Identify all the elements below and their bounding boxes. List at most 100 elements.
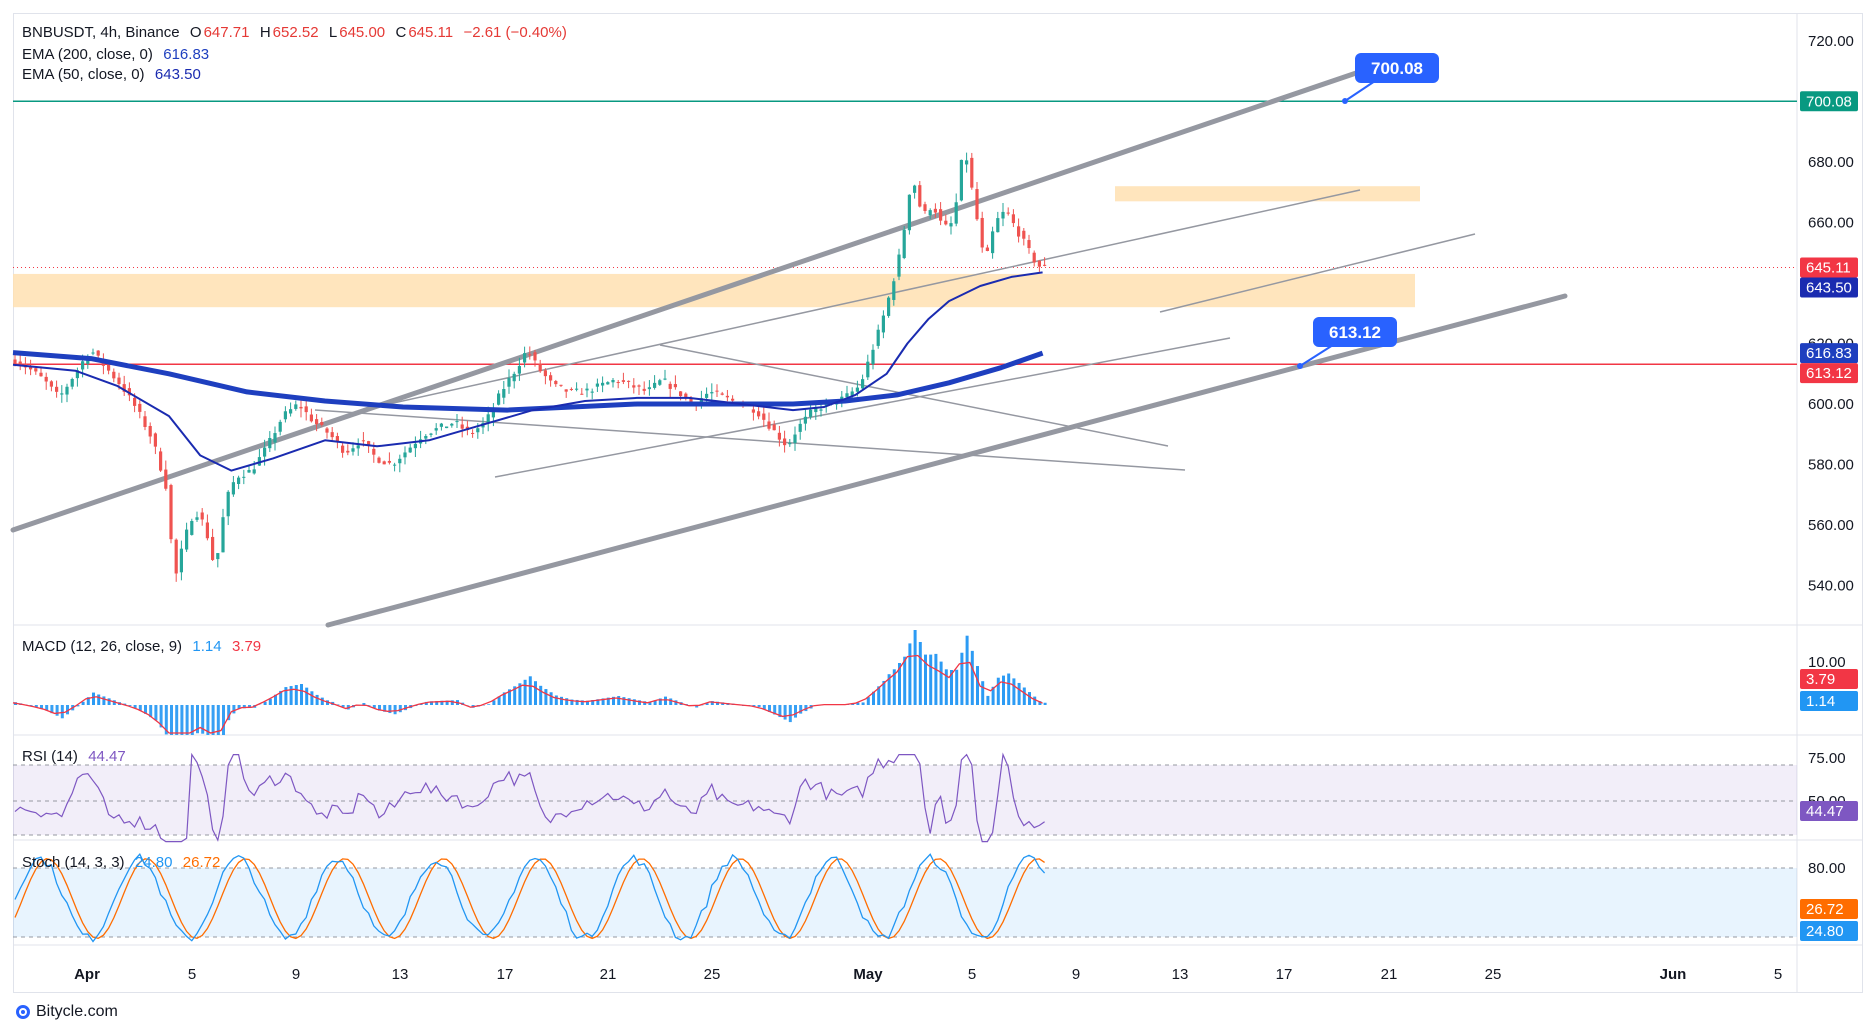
candle-body: [850, 391, 854, 396]
macd-histogram-bar: [924, 654, 927, 705]
candle-body: [944, 220, 948, 225]
macd-histogram-bar: [882, 680, 886, 705]
macd-histogram-bar: [138, 705, 142, 711]
macd-histogram-bar: [518, 683, 522, 705]
price-tick-label: 720.00: [1808, 33, 1854, 50]
macd-histogram-bar: [669, 698, 673, 705]
macd-histogram-bar: [144, 705, 147, 714]
candle-body: [590, 391, 594, 393]
macd-histogram-bar: [450, 700, 454, 705]
macd-histogram-bar: [612, 696, 615, 705]
time-tick-label: 13: [392, 966, 409, 983]
callout-box: [1313, 317, 1397, 347]
ema50-value: 643.50: [154, 66, 201, 83]
time-tick-label: 9: [1072, 966, 1080, 983]
macd-histogram-bar: [29, 705, 33, 706]
macd-histogram-bar: [632, 699, 636, 705]
macd-histogram-bar: [1038, 701, 1042, 705]
open-label: O: [189, 24, 202, 41]
candle-body: [174, 539, 178, 574]
candle-body: [273, 433, 277, 443]
macd-histogram-bar: [232, 705, 236, 714]
callout-anchor: [1342, 98, 1348, 104]
macd-histogram-bar: [996, 677, 1000, 705]
price-tick-label: 540.00: [1808, 578, 1854, 595]
candle-body: [569, 388, 573, 390]
candle-body: [840, 396, 844, 400]
macd-histogram-bar: [898, 663, 901, 705]
macd-histogram-bar: [981, 681, 985, 705]
candle-body: [179, 548, 183, 573]
macd-histogram-bar: [695, 705, 699, 708]
macd-histogram-bar: [419, 703, 423, 705]
candle-body: [211, 536, 215, 560]
candle-body: [762, 413, 766, 420]
candle-body: [49, 381, 53, 387]
macd-histogram-bar: [388, 705, 392, 714]
candle-body: [263, 447, 267, 457]
stoch-k-tag-label: 24.80: [1806, 923, 1844, 940]
rsi-tag: [1800, 801, 1858, 821]
macd-histogram-bar: [367, 705, 371, 706]
candle-body: [975, 189, 979, 220]
macd-histogram-bar: [196, 705, 199, 734]
macd-histogram-bar: [575, 699, 579, 705]
candle-body: [980, 217, 984, 248]
time-tick-label: 25: [1485, 966, 1502, 983]
chart-frame: [13, 13, 1863, 993]
macd-histogram-bar: [206, 705, 210, 735]
brand-text: Bitycle.com: [36, 1003, 118, 1020]
macd-histogram-bar: [248, 705, 251, 709]
macd-histogram-bar: [601, 698, 605, 705]
candle-body: [60, 393, 64, 395]
stoch-tick-label: 80.00: [1808, 860, 1846, 877]
callout-label: 700.08: [1371, 59, 1423, 78]
candle-body: [226, 491, 230, 517]
candle-body: [294, 404, 298, 409]
candle-body: [1006, 212, 1010, 214]
candle-body: [237, 477, 241, 484]
macd-histogram-bar: [341, 705, 345, 707]
callout-anchor: [1297, 363, 1303, 369]
macd-histogram-bar: [263, 701, 267, 705]
callout-pointer: [1344, 80, 1376, 102]
macd-histogram-bar: [856, 702, 860, 705]
macd-histogram-bar: [508, 689, 511, 705]
macd-histogram-bar: [804, 705, 808, 712]
candle-body: [907, 194, 911, 231]
macd-value: 1.14: [192, 638, 222, 655]
macd-signal-tag-label: 3.79: [1806, 671, 1835, 688]
candle-body: [55, 386, 59, 392]
macd-histogram-bar: [66, 705, 69, 715]
candle-body: [107, 364, 111, 371]
candle-body: [575, 388, 579, 390]
macd-histogram-bar: [487, 704, 491, 705]
rsi-value: 44.47: [88, 748, 126, 765]
footer-brand[interactable]: Bitycle.com: [16, 1003, 118, 1021]
candle-body: [1017, 226, 1021, 237]
macd-histogram-bar: [502, 692, 506, 705]
candle-body: [772, 424, 776, 431]
ema50-label: EMA (50, close, 0): [22, 66, 145, 83]
candle-body: [153, 433, 157, 447]
time-tick-label: 17: [497, 966, 514, 983]
macd-histogram-bar: [1012, 678, 1016, 705]
candle-body: [595, 383, 599, 387]
candle-body: [65, 386, 69, 395]
candle-body: [393, 464, 397, 466]
macd-signal-value: 3.79: [231, 638, 262, 655]
candle-body: [523, 353, 527, 363]
macd-histogram-bar: [617, 696, 621, 705]
ema200-line: [12, 350, 1044, 413]
rsi-band: [13, 765, 1797, 835]
candle-body: [112, 371, 116, 379]
candle-body: [1027, 240, 1031, 249]
candle-body: [96, 350, 100, 356]
low-label: L: [328, 24, 338, 41]
macd-histogram-bar: [950, 670, 953, 705]
macd-histogram-bar: [362, 703, 366, 705]
time-tick-label: 9: [292, 966, 300, 983]
change-value: −2.61 (−0.40%): [463, 24, 567, 41]
candle-body: [351, 448, 355, 452]
